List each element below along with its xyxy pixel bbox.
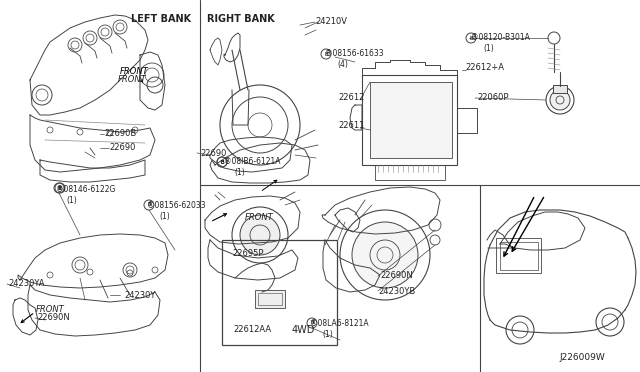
Circle shape	[240, 215, 280, 255]
Text: 22695P: 22695P	[232, 248, 264, 257]
Bar	[258, 293, 282, 305]
Text: FRONT: FRONT	[120, 67, 148, 82]
Text: B: B	[147, 202, 151, 208]
Text: ®08156-62033: ®08156-62033	[147, 201, 205, 209]
Circle shape	[352, 222, 418, 288]
Text: FRONT: FRONT	[245, 214, 274, 222]
Bar	[496, 238, 541, 273]
Text: 24230YA: 24230YA	[8, 279, 45, 289]
Text: 22611: 22611	[338, 121, 364, 129]
Bar	[370, 82, 452, 158]
Text: FRONT: FRONT	[36, 305, 65, 314]
Bar	[255, 290, 285, 308]
Text: J226009W: J226009W	[559, 353, 605, 362]
Bar	[553, 85, 567, 93]
Text: (1): (1)	[159, 212, 170, 221]
Bar	[375, 165, 445, 180]
Text: B: B	[220, 160, 224, 164]
Text: 24230Y: 24230Y	[124, 291, 156, 299]
Text: 22612+A: 22612+A	[465, 62, 504, 71]
Text: 22690B: 22690B	[104, 129, 136, 138]
Text: B: B	[220, 160, 224, 164]
Text: 24210V: 24210V	[315, 17, 347, 26]
Text: B: B	[324, 51, 328, 57]
Text: 24230YB: 24230YB	[378, 286, 415, 295]
Text: (1): (1)	[322, 330, 333, 339]
Text: RIGHT BANK: RIGHT BANK	[207, 14, 275, 24]
Text: 22690: 22690	[109, 144, 136, 153]
Text: B: B	[310, 321, 314, 326]
Text: ®08156-61633: ®08156-61633	[325, 49, 383, 58]
Bar	[222, 240, 337, 345]
Circle shape	[550, 90, 570, 110]
Text: (1): (1)	[234, 169, 244, 177]
Text: 22690N: 22690N	[37, 314, 70, 323]
Text: 4WD: 4WD	[292, 325, 316, 335]
Text: 22690N: 22690N	[380, 272, 413, 280]
Text: 22612AA: 22612AA	[233, 326, 271, 334]
Text: (1): (1)	[66, 196, 77, 205]
Bar	[457, 108, 477, 133]
Text: 22612: 22612	[338, 93, 364, 103]
Text: LEFT BANK: LEFT BANK	[131, 14, 191, 24]
Text: 22060P: 22060P	[477, 93, 509, 103]
Bar	[362, 75, 457, 165]
Bar	[500, 242, 538, 270]
Text: B: B	[58, 186, 62, 190]
Text: (4): (4)	[337, 61, 348, 70]
Text: B: B	[57, 186, 61, 190]
Text: ®08LA6-8121A: ®08LA6-8121A	[310, 318, 369, 327]
Text: ®08IB6-6121A: ®08IB6-6121A	[224, 157, 280, 167]
Text: FRONT: FRONT	[118, 75, 147, 84]
Text: ®08120-B301A: ®08120-B301A	[471, 33, 530, 42]
Text: ®08146-6122G: ®08146-6122G	[56, 185, 115, 193]
Text: 22690: 22690	[200, 148, 227, 157]
Text: B: B	[469, 35, 473, 41]
Text: (1): (1)	[483, 45, 493, 54]
